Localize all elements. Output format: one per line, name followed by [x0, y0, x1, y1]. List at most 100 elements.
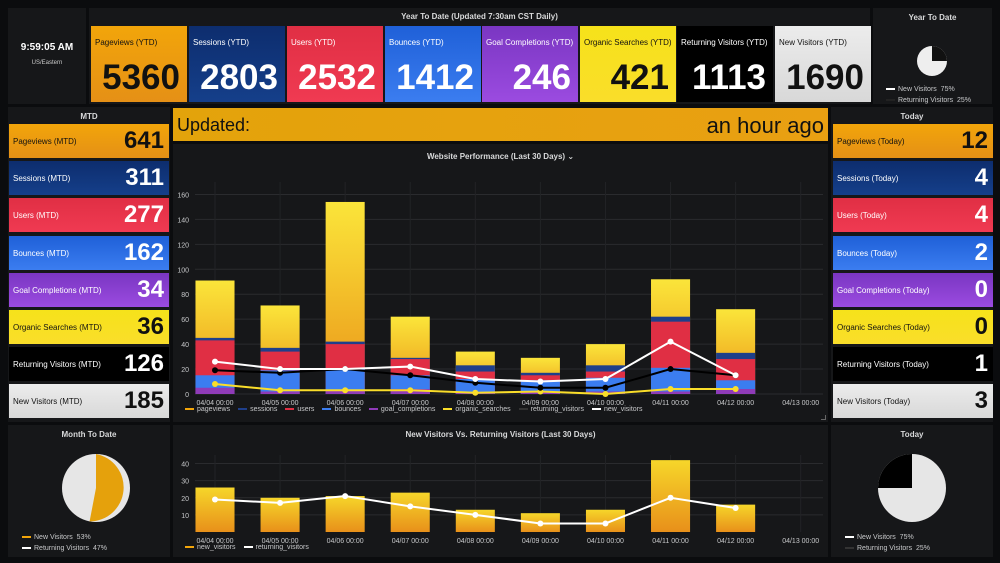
- mtd-item-organic-searches[interactable]: Organic Searches (MTD) 36: [9, 310, 169, 344]
- mtd-panel-title: MTD: [80, 112, 98, 121]
- point-returning_visitors[interactable]: [667, 494, 674, 501]
- x-tick-label: 04/13 00:00: [782, 400, 819, 407]
- today-item-value: 0: [974, 313, 988, 340]
- point-organic_searches[interactable]: [667, 386, 674, 393]
- today-item-users[interactable]: Users (Today) 4: [833, 198, 993, 233]
- point-organic_searches[interactable]: [277, 387, 284, 394]
- x-tick-label: 04/05 00:00: [262, 538, 299, 545]
- today-item-new-visitors[interactable]: New Visitors (Today) 3: [833, 384, 993, 419]
- point-returning_visitors[interactable]: [732, 505, 739, 512]
- today-item-sessions[interactable]: Sessions (Today) 4: [833, 161, 993, 196]
- legend-item-returning_visitors[interactable]: returning_visitors: [243, 544, 309, 551]
- legend-item-sessions[interactable]: sessions: [238, 406, 277, 413]
- point-new_visitors[interactable]: [212, 358, 218, 365]
- ytd-panel-title: Year To Date (Updated 7:30am CST Daily): [401, 12, 558, 21]
- chevron-down-icon[interactable]: ⌄: [567, 152, 575, 161]
- mtd-item-users[interactable]: Users (MTD) 277: [9, 198, 169, 233]
- website-performance-legend: pageviews sessions users bounces goal_comple…: [185, 406, 650, 413]
- bar-goal_completions[interactable]: [651, 391, 691, 394]
- ytd-stat-pageviews[interactable]: Pageviews (YTD) 5360: [91, 26, 187, 102]
- point-organic_searches[interactable]: [407, 387, 414, 394]
- point-organic_searches[interactable]: [342, 387, 349, 394]
- mtd-item-sessions[interactable]: Sessions (MTD) 311: [9, 161, 169, 196]
- website-performance-title[interactable]: Website Performance (Last 30 Days) ⌄: [426, 152, 575, 161]
- y-tick-label: 160: [177, 192, 189, 199]
- legend-item-organic_searches[interactable]: organic_searches: [443, 406, 511, 413]
- point-returning_visitors[interactable]: [472, 511, 479, 518]
- point-organic_searches[interactable]: [602, 391, 609, 397]
- mtd-item-bounces[interactable]: Bounces (MTD) 162: [9, 235, 169, 270]
- bar-bounces[interactable]: [260, 370, 300, 394]
- point-returning_visitors[interactable]: [537, 520, 544, 527]
- point-returning_visitors[interactable]: [212, 496, 218, 503]
- mtd-item-goal-completions[interactable]: Goal Completions (MTD) 34: [9, 272, 169, 307]
- point-organic_searches[interactable]: [212, 381, 218, 388]
- new-vs-returning-title: New Visitors Vs. Returning Visitors (Las…: [405, 430, 596, 439]
- point-organic_searches[interactable]: [732, 386, 739, 393]
- y-tick-label: 30: [181, 479, 189, 486]
- point-returning_visitors[interactable]: [602, 520, 609, 527]
- new-vs-returning-panel: New Visitors Vs. Returning Visitors (Las…: [173, 425, 828, 557]
- ytd-stat-new-visitors[interactable]: New Visitors (YTD) 1690: [775, 26, 871, 102]
- mtd-item-pageviews[interactable]: Pageviews (MTD) 641: [9, 124, 169, 158]
- ytd-stat-organic-searches[interactable]: Organic Searches (YTD) 421: [580, 26, 676, 102]
- legend-item-bounces[interactable]: bounces: [322, 406, 361, 413]
- ytd-stat-goal-completions[interactable]: Goal Completions (YTD) 246: [482, 26, 578, 102]
- point-new_visitors[interactable]: [732, 372, 739, 379]
- point-new_visitors[interactable]: [472, 376, 479, 383]
- point-new_visitors[interactable]: [342, 366, 349, 373]
- month-pie-panel: Month To Date New Visitors 53% Returning…: [8, 425, 170, 557]
- month-pie-new-visitors-slice: [89, 454, 124, 522]
- legend-item-returning_visitors[interactable]: returning_visitors: [518, 406, 584, 413]
- point-returning_visitors[interactable]: [407, 503, 414, 510]
- ytd-stat-users[interactable]: Users (YTD) 2532: [287, 26, 383, 102]
- y-tick-label: 120: [177, 242, 189, 249]
- point-new_visitors[interactable]: [277, 366, 284, 373]
- ytd-stat-value: 2803: [200, 58, 278, 97]
- mtd-item-label: Bounces (MTD): [13, 248, 70, 258]
- point-returning_visitors[interactable]: [342, 493, 349, 500]
- point-returning_visitors[interactable]: [407, 372, 414, 379]
- ytd-pie-title: Year To Date: [908, 13, 957, 22]
- mtd-item-value: 162: [123, 238, 164, 266]
- point-returning_visitors[interactable]: [277, 499, 284, 506]
- today-item-label: Pageviews (Today): [837, 137, 905, 146]
- point-new_visitors[interactable]: [602, 376, 609, 383]
- ytd-stat-bounces[interactable]: Bounces (YTD) 1412: [385, 26, 481, 102]
- point-new_visitors[interactable]: [537, 378, 544, 385]
- mtd-item-new-visitors[interactable]: New Visitors (MTD) 185: [9, 384, 169, 419]
- legend-item-users[interactable]: users: [285, 406, 314, 413]
- today-item-bounces[interactable]: Bounces (Today) 2: [833, 235, 993, 270]
- today-item-label: New Visitors (Today): [837, 397, 911, 407]
- ytd-stat-returning-visitors[interactable]: Returning Visitors (YTD) 1113: [677, 26, 773, 102]
- mtd-item-returning-visitors[interactable]: Returning Visitors (MTD) 126: [9, 347, 169, 382]
- bar-new_visitors[interactable]: [325, 496, 365, 532]
- x-tick-label: 04/08 00:00: [457, 400, 494, 407]
- x-tick-label: 04/08 00:00: [457, 538, 494, 545]
- point-returning_visitors[interactable]: [537, 384, 544, 391]
- legend-item-new_visitors[interactable]: new_visitors: [591, 406, 642, 413]
- today-item-organic-searches[interactable]: Organic Searches (Today) 0: [833, 310, 993, 344]
- legend-item-goal_completions[interactable]: goal_completions: [368, 406, 435, 413]
- today-item-pageviews[interactable]: Pageviews (Today) 12: [833, 124, 993, 158]
- point-new_visitors[interactable]: [407, 363, 414, 370]
- legend-item-new_visitors[interactable]: new_visitors: [185, 544, 236, 551]
- point-new_visitors[interactable]: [667, 338, 674, 345]
- today-item-value: 3: [974, 387, 988, 415]
- point-returning_visitors[interactable]: [212, 367, 218, 374]
- mtd-item-label: New Visitors (MTD): [13, 397, 83, 407]
- mtd-panel: MTD Pageviews (MTD) 641 Sessions (MTD) 311 U…: [8, 107, 170, 422]
- resize-handle-icon[interactable]: [821, 415, 826, 420]
- today-item-returning-visitors[interactable]: Returning Visitors (Today) 1: [833, 347, 993, 382]
- today-item-value: 12: [961, 127, 988, 154]
- point-returning_visitors[interactable]: [667, 366, 674, 373]
- point-organic_searches[interactable]: [472, 389, 479, 396]
- legend-item-pageviews[interactable]: pageviews: [185, 406, 230, 413]
- today-item-goal-completions[interactable]: Goal Completions (Today) 0: [833, 272, 993, 307]
- point-returning_visitors[interactable]: [602, 384, 609, 391]
- y-tick-label: 40: [181, 462, 189, 469]
- bar-new_visitors[interactable]: [390, 492, 430, 532]
- ytd-stat-sessions[interactable]: Sessions (YTD) 2803: [189, 26, 285, 102]
- bar-goal_completions[interactable]: [195, 387, 235, 394]
- bar-new_visitors[interactable]: [195, 487, 235, 532]
